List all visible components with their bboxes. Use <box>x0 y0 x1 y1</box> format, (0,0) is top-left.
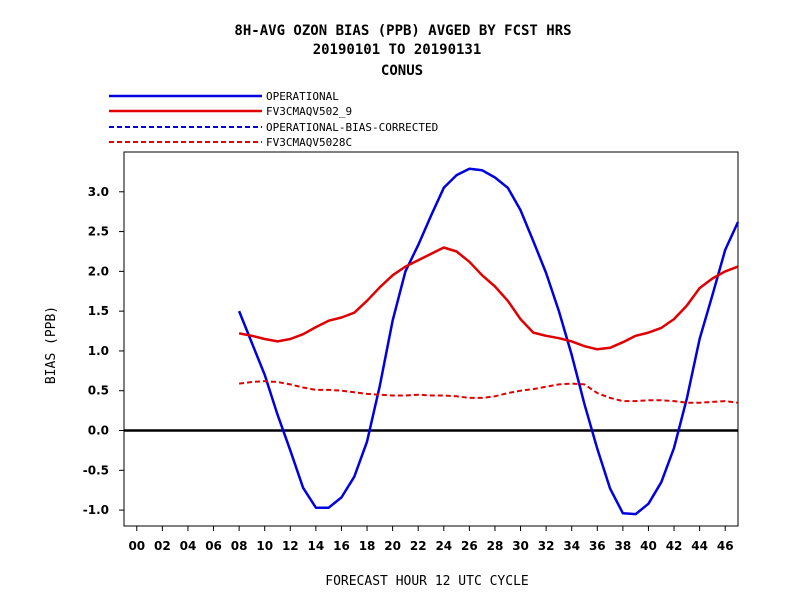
y-tick-label: 0.0 <box>88 424 109 438</box>
legend-label-operational-bias-corrected: OPERATIONAL-BIAS-CORRECTED <box>266 121 438 134</box>
series-line-operational <box>237 167 740 516</box>
title-line-1: 8H-AVG OZON BIAS (PPB) AVGED BY FCST HRS <box>234 23 571 39</box>
y-tick-label: 2.5 <box>88 225 109 239</box>
title-line-3: CONUS <box>381 63 423 79</box>
y-tick-label: -0.5 <box>83 463 109 477</box>
x-tick-label: 02 <box>154 539 171 553</box>
x-tick-label: 40 <box>640 539 657 553</box>
series-line-fv3cmaqv502-9 <box>238 246 739 351</box>
x-tick-label: 14 <box>308 539 325 553</box>
series-lines <box>124 167 740 516</box>
y-tick-label: 1.5 <box>88 304 109 318</box>
legend-label-operational: OPERATIONAL <box>266 90 339 103</box>
y-axis-label: BIAS (PPB) <box>44 306 59 384</box>
legend-label-fv3cmaqv5028c: FV3CMAQV5028C <box>266 136 352 149</box>
x-tick-label: 26 <box>461 539 478 553</box>
y-tick-label: 2.0 <box>88 264 109 278</box>
x-tick-label: 10 <box>256 539 273 553</box>
x-tick-label: 30 <box>512 539 529 553</box>
x-axis-label: FORECAST HOUR 12 UTC CYCLE <box>325 574 529 589</box>
x-tick-label: 32 <box>538 539 555 553</box>
y-tick-label: 3.0 <box>88 185 109 199</box>
y-tick-label: 1.0 <box>88 344 109 358</box>
x-tick-label: 12 <box>282 539 299 553</box>
axis-ticks: 00 02 04 06 08 10 12 14 16 18 20 22 24 26 28 30 32 34 36 38… <box>83 185 734 553</box>
x-tick-label: 00 <box>128 539 145 553</box>
x-tick-label: 08 <box>231 539 248 553</box>
x-tick-label: 38 <box>615 539 632 553</box>
x-tick-label: 46 <box>717 539 734 553</box>
x-tick-label: 24 <box>435 539 452 553</box>
x-tick-label: 18 <box>359 539 376 553</box>
x-tick-label: 04 <box>180 539 197 553</box>
x-tick-label: 36 <box>589 539 606 553</box>
y-tick-label: 0.5 <box>88 384 109 398</box>
legend: OPERATIONAL FV3CMAQV502_9 OPERATIONAL-BI… <box>109 90 438 149</box>
x-tick-label: 06 <box>205 539 222 553</box>
x-tick-label: 42 <box>666 539 683 553</box>
legend-label-fv3cmaqv502-9: FV3CMAQV502_9 <box>266 105 352 118</box>
x-tick-label: 28 <box>487 539 504 553</box>
title-line-2: 20190101 TO 20190131 <box>313 42 482 58</box>
series-line-fv3cmaqv5028c <box>238 380 739 404</box>
x-tick-label: 16 <box>333 539 350 553</box>
x-tick-label: 20 <box>384 539 401 553</box>
y-tick-label: -1.0 <box>83 503 109 517</box>
chart-title: 8H-AVG OZON BIAS (PPB) AVGED BY FCST HRS… <box>234 23 571 79</box>
plot-frame <box>123 151 739 527</box>
x-tick-label: 44 <box>691 539 708 553</box>
x-tick-label: 34 <box>563 539 580 553</box>
x-tick-label: 22 <box>410 539 427 553</box>
